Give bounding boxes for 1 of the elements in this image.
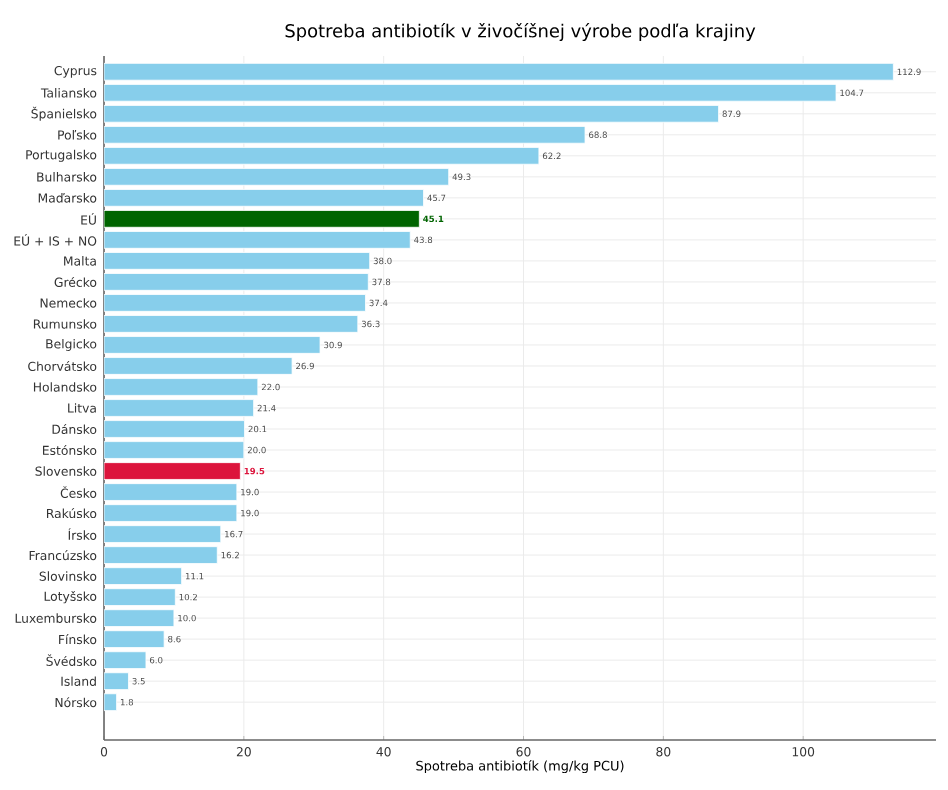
chart-title: Spotreba antibiotík v živočíšnej výrobe podľa krajiny <box>285 22 756 41</box>
